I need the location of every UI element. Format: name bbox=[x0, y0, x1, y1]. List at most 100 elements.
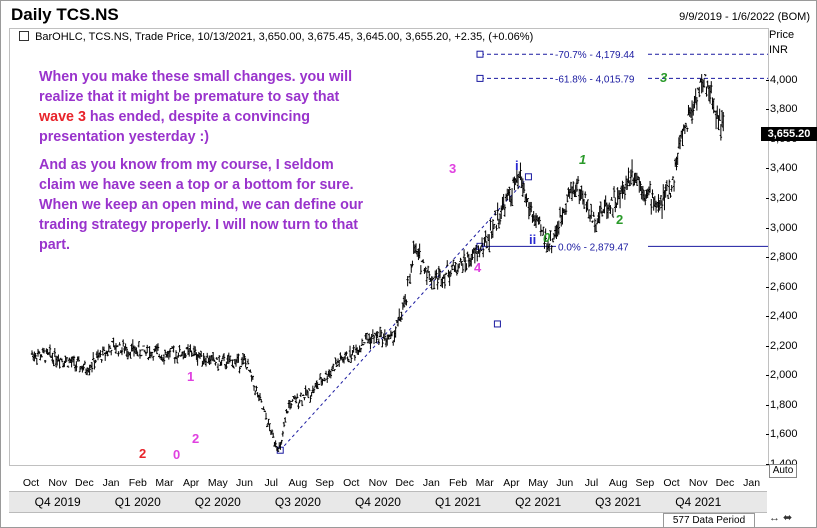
ohlc-bar bbox=[455, 270, 459, 276]
ohlc-bar bbox=[712, 98, 715, 114]
quarter-tick-label: Q3 2021 bbox=[595, 495, 642, 509]
ohlc-bar bbox=[564, 203, 568, 215]
ohlc-bar bbox=[338, 360, 341, 367]
ohlc-bar bbox=[315, 380, 318, 389]
month-tick-label: Jan bbox=[102, 477, 120, 489]
ohlc-bar bbox=[176, 356, 179, 364]
ohlc-bar bbox=[308, 388, 311, 391]
ohlc-bar bbox=[54, 355, 58, 368]
ohlc-bar bbox=[350, 354, 353, 363]
price-tick-label: 2,800 bbox=[766, 251, 798, 264]
ohlc-bar bbox=[495, 224, 498, 231]
ohlc-bar bbox=[592, 211, 595, 217]
ohlc-bar bbox=[599, 201, 603, 214]
ohlc-bar bbox=[77, 356, 81, 362]
ohlc-bar bbox=[72, 355, 76, 366]
ohlc-bar bbox=[92, 352, 95, 361]
trend-line bbox=[279, 176, 529, 451]
month-tick-label: Nov bbox=[688, 477, 708, 489]
ohlc-bar bbox=[146, 344, 149, 354]
ohlc-bar bbox=[177, 352, 180, 358]
ohlc-bar bbox=[551, 237, 555, 243]
ohlc-bar bbox=[480, 237, 484, 248]
ohlc-bar bbox=[316, 382, 319, 390]
ohlc-bar bbox=[66, 365, 70, 368]
ohlc-bar bbox=[290, 403, 293, 409]
ohlc-bar bbox=[287, 400, 291, 409]
ohlc-bar bbox=[275, 445, 279, 451]
ohlc-bar bbox=[78, 366, 82, 373]
ohlc-bar bbox=[42, 348, 46, 354]
ohlc-bar bbox=[245, 366, 249, 370]
wave-label-2-pink: 2 bbox=[192, 431, 200, 446]
ohlc-bar bbox=[626, 178, 629, 190]
auto-scale-button[interactable]: Auto bbox=[769, 464, 797, 478]
ohlc-bar bbox=[242, 353, 245, 365]
ohlc-bar bbox=[402, 295, 406, 308]
ohlc-bar bbox=[399, 316, 402, 322]
ohlc-bar bbox=[485, 241, 489, 249]
ohlc-bar bbox=[326, 375, 329, 383]
scroll-nav-icons[interactable]: ↔ ⬌ bbox=[769, 512, 793, 524]
ohlc-bar bbox=[137, 341, 141, 348]
price-chart-svg: -70.7% - 4,179.44 -61.8% - 4,015.79 0.0% -… bbox=[30, 48, 768, 454]
ohlc-bar bbox=[623, 186, 627, 200]
ohlc-bar bbox=[666, 194, 670, 200]
price-chart-area[interactable]: -70.7% - 4,179.44 -61.8% - 4,015.79 0.0% -… bbox=[9, 28, 769, 466]
ohlc-bar bbox=[438, 269, 442, 279]
ohlc-bar bbox=[231, 359, 234, 368]
ohlc-bar bbox=[302, 394, 305, 397]
ohlc-bar bbox=[538, 216, 541, 225]
ohlc-bar bbox=[609, 205, 612, 214]
ohlc-bar bbox=[515, 170, 519, 183]
ohlc-bar bbox=[705, 86, 708, 97]
month-tick-label: Nov bbox=[368, 477, 388, 489]
price-tick-label: 2,000 bbox=[766, 369, 798, 382]
wave-label-1-pink: 1 bbox=[187, 369, 195, 384]
ohlc-bar bbox=[671, 176, 675, 181]
ohlc-bar bbox=[140, 354, 143, 357]
ohlc-bar bbox=[614, 197, 617, 213]
ohlc-bar bbox=[239, 365, 243, 368]
ohlc-bar bbox=[214, 361, 217, 366]
ohlc-bar bbox=[274, 440, 277, 448]
ohlc-bar bbox=[449, 270, 453, 277]
ohlc-bar bbox=[30, 350, 34, 356]
ohlc-bar bbox=[443, 273, 447, 289]
ohlc-bar bbox=[644, 194, 647, 206]
month-tick-label: Apr bbox=[503, 477, 520, 489]
ohlc-bar bbox=[215, 356, 219, 360]
ohlc-bar bbox=[194, 346, 197, 356]
bar-ohlc-icon bbox=[19, 31, 29, 41]
ohlc-bar bbox=[479, 246, 483, 252]
ohlc-bar bbox=[108, 345, 112, 349]
ohlc-bar bbox=[260, 398, 263, 403]
ohlc-bar bbox=[345, 351, 348, 356]
ohlc-bar bbox=[526, 198, 529, 203]
ohlc-bar bbox=[365, 332, 369, 341]
wave-label-0-pink: 0 bbox=[173, 447, 181, 462]
ohlc-bar bbox=[266, 424, 269, 428]
ohlc-bar bbox=[58, 359, 61, 369]
ohlc-bar bbox=[545, 243, 549, 253]
month-tick-label: Nov bbox=[48, 477, 68, 489]
annotation-text-1a: When you make these small changes. you w… bbox=[39, 69, 353, 105]
ohlc-bar bbox=[676, 152, 679, 166]
ohlc-bar bbox=[510, 188, 514, 207]
ohlc-bar bbox=[670, 184, 673, 192]
ohlc-bar bbox=[436, 277, 439, 290]
ohlc-bar bbox=[352, 345, 355, 353]
ohlc-bar bbox=[718, 108, 721, 121]
ohlc-bar bbox=[222, 353, 226, 362]
quarter-axis: Q4 2019 Q1 2020 Q2 2020 Q3 2020 Q4 2020 Q1 20… bbox=[9, 491, 767, 513]
ohlc-bar bbox=[255, 385, 258, 392]
ohlc-bar bbox=[660, 200, 664, 219]
ohlc-bar bbox=[650, 198, 653, 215]
trend-anchor-marker bbox=[524, 173, 532, 181]
ohlc-bar bbox=[125, 346, 129, 358]
ohlc-bar bbox=[593, 218, 597, 233]
ohlc-bar bbox=[335, 361, 339, 367]
month-tick-label: Dec bbox=[395, 477, 414, 489]
ohlc-bar bbox=[182, 352, 185, 360]
ohlc-bar bbox=[75, 361, 78, 372]
